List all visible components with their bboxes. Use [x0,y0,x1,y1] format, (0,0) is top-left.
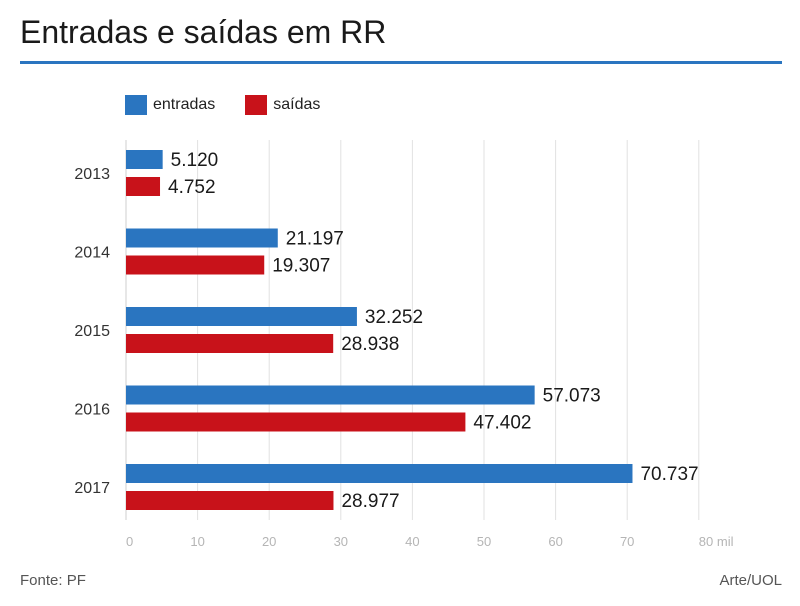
bar-saidas [126,412,466,432]
data-label: 32.252 [365,307,423,328]
category-label: 2015 [74,323,110,340]
title-divider [20,61,782,64]
data-label: 5.120 [171,150,219,171]
bar-entradas [126,150,163,169]
legend-item-entradas: entradas [125,95,215,115]
x-tick-label: 20 [262,534,276,549]
legend-label-saidas: saídas [273,96,321,113]
data-label: 57.073 [543,386,601,407]
legend-swatch-entradas [125,95,147,115]
legend-item-saidas: saídas [245,95,320,115]
x-tick-label: 50 [477,534,491,549]
x-tick-label: 70 [620,534,634,549]
x-tick-label: 40 [405,534,419,549]
data-label: 21.197 [286,229,344,250]
bar-saidas [126,334,334,353]
chart-title: Entradas e saídas em RR [20,14,387,50]
data-label: 19.307 [272,256,330,277]
bar-entradas [126,464,633,483]
category-label: 2017 [74,480,110,497]
x-tick-label: 10 [190,534,204,549]
category-label: 2016 [74,402,110,419]
data-label: 28.977 [341,491,399,512]
bar-entradas [126,228,278,248]
bar-saidas [126,177,161,196]
bar-entradas [126,307,357,326]
data-label: 4.752 [168,177,216,198]
data-label: 28.938 [341,334,399,355]
bar-saidas [126,491,334,510]
bar-saidas [126,255,265,275]
legend-label-entradas: entradas [153,96,216,113]
category-label: 2013 [74,166,110,183]
source-note: Fonte: PF [20,572,86,589]
x-tick-label: 0 [126,534,133,549]
x-tick-label: 30 [334,534,348,549]
bar-entradas [126,385,535,405]
x-tick-label: 80 mil [699,534,734,549]
legend: entradas saídas [125,94,350,116]
x-tick-label: 60 [548,534,562,549]
credit-note: Arte/UOL [719,572,782,589]
data-label: 47.402 [473,413,531,434]
category-label: 2014 [74,245,110,262]
legend-swatch-saidas [245,95,268,115]
data-label: 70.737 [640,464,698,485]
